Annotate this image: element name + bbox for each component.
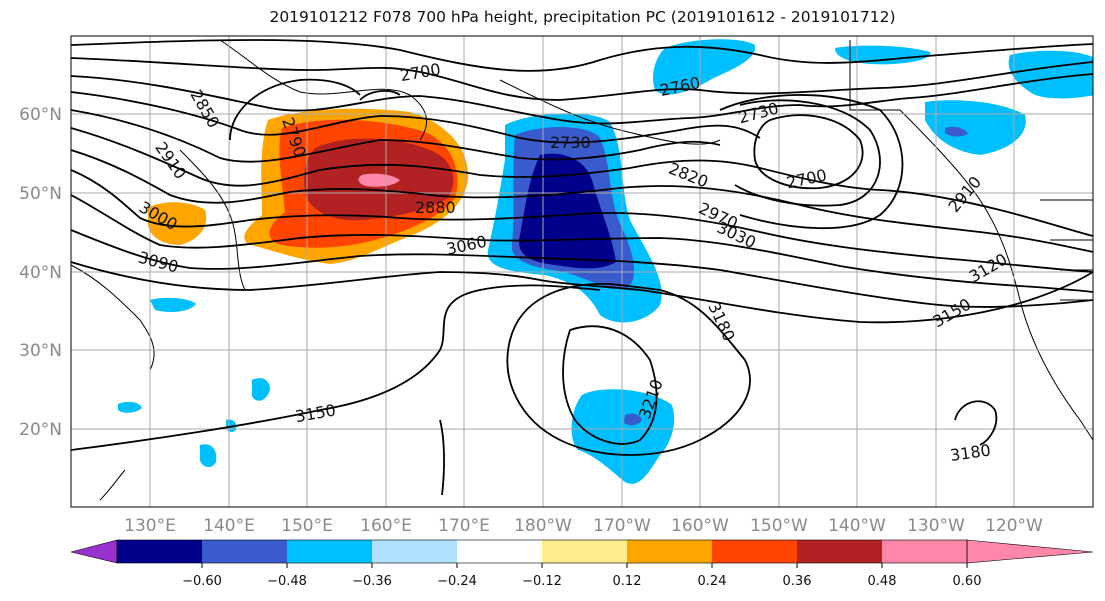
negative-anomaly-w4 [200,444,217,468]
negative-anomaly-ne1 [653,39,756,95]
colorbar-swatch [287,540,372,563]
negative-anomaly-south-core [624,413,642,426]
lon-label: 150°E [281,516,333,536]
colorbar-tick-label: −0.48 [267,574,307,589]
lon-label: 140°W [828,516,886,536]
colorbar-tick-label: 0.36 [783,574,812,589]
colorbar-swatch [457,540,542,563]
lon-label: 170°E [438,516,490,536]
lat-label: 40°N [19,263,62,283]
negative-anomaly-ne4 [1008,50,1093,99]
colorbar-extend-high [966,539,1094,564]
graticule [71,36,1093,507]
colorbar: −0.60 −0.48 −0.36 −0.24 −0.12 0.12 0.24 … [70,539,1094,589]
contour-label: 2730 [550,133,591,152]
colorbar-swatch [882,540,967,563]
negative-anomaly-ne5 [945,126,968,137]
negative-anomaly-south [571,389,675,484]
positive-anomaly-max [358,173,400,187]
colorbar-swatch [712,540,797,563]
colorbar-tick-label: 0.24 [698,574,727,589]
colorbar-tick-label: 0.12 [613,574,642,589]
negative-anomaly-ne2 [835,45,931,65]
lat-label: 50°N [19,184,62,204]
lat-label: 60°N [19,105,62,125]
colorbar-swatch [797,540,882,563]
negative-anomaly-w3 [252,378,270,401]
colorbar-tick-label: 0.60 [953,574,982,589]
colorbar-swatch [372,540,457,563]
positive-anomaly-small [148,202,207,245]
colorbar-tick-label: −0.36 [352,574,392,589]
contour-label: 2880 [415,198,456,217]
colorbar-swatch [542,540,627,563]
map-frame [70,35,1094,508]
colorbar-ticks [201,563,968,568]
lat-label: 20°N [19,420,62,440]
colorbar-extend-low [70,539,118,564]
colorbar-tick-label: −0.24 [437,574,477,589]
lon-label: 160°E [360,516,412,536]
latitude-labels: 60°N 50°N 40°N 30°N 20°N [19,105,62,440]
longitude-labels: 130°E 140°E 150°E 160°E 170°E 180°W 170°… [124,516,1043,536]
lon-label: 140°E [203,516,255,536]
colorbar-swatch [202,540,287,563]
colorbar-swatch [627,540,712,563]
lon-label: 150°W [750,516,808,536]
lon-label: 130°W [907,516,965,536]
colorbar-swatch [117,540,202,563]
negative-anomaly-w2 [118,401,142,413]
colorbar-tick-label: 0.48 [868,574,897,589]
height-contours [71,39,1093,496]
lon-label: 130°E [124,516,176,536]
lon-label: 160°W [671,516,729,536]
negative-anomaly-w1 [150,297,196,312]
lon-label: 120°W [985,516,1043,536]
lat-label: 30°N [19,341,62,361]
map-title: 2019101212 F078 700 hPa height, precipit… [269,8,896,26]
lon-label: 180°W [514,516,572,536]
colorbar-tick-label: −0.12 [522,574,562,589]
lon-label: 170°W [593,516,651,536]
colorbar-tick-label: −0.60 [182,574,222,589]
